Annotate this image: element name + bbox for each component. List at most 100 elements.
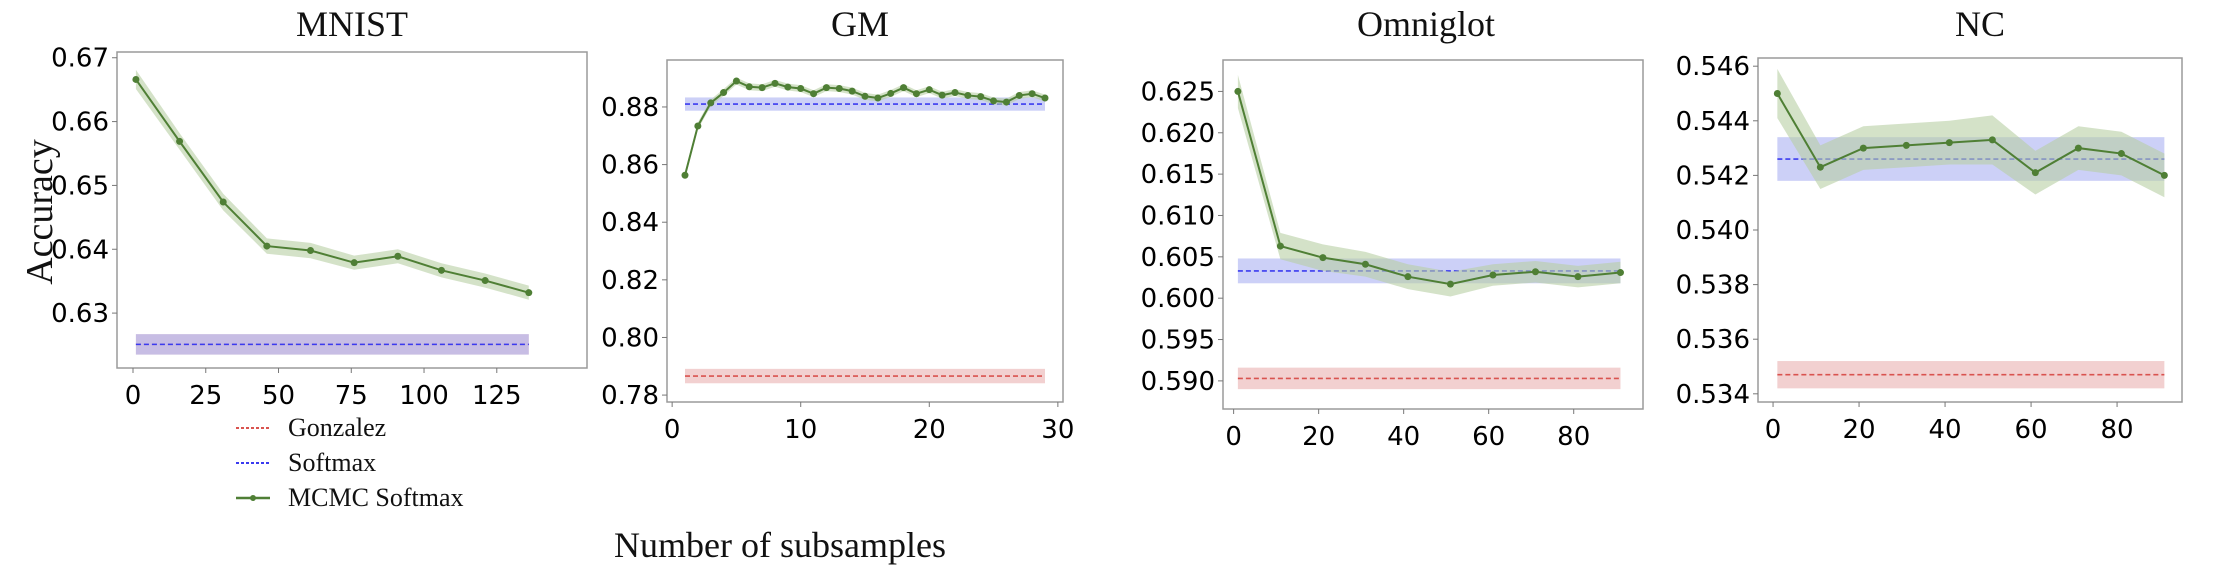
mcmc-softmax-point [964, 91, 972, 99]
panel-title: MNIST [296, 4, 408, 44]
mcmc-softmax-point [1234, 87, 1242, 95]
mcmc-softmax-point [394, 252, 402, 260]
y-tick-label: 0.544 [1676, 107, 1750, 137]
mcmc-softmax-point [745, 83, 753, 91]
mcmc-softmax-point [2074, 144, 2082, 152]
y-tick-label: 0.600 [1141, 284, 1215, 314]
y-tick-label: 0.605 [1141, 243, 1215, 273]
mcmc-softmax-point [1404, 273, 1412, 281]
mcmc-softmax-point [1531, 268, 1539, 276]
legend-item-mcmc-softmax: MCMC Softmax [236, 480, 464, 515]
mcmc-softmax-point [912, 90, 920, 98]
x-tick-label: 10 [784, 415, 817, 445]
legend-item-gonzalez: Gonzalez [236, 410, 464, 445]
plot-frame [1757, 57, 2183, 403]
mcmc-softmax-point [797, 85, 805, 93]
x-tick-label: 80 [2101, 415, 2134, 445]
mcmc-softmax-point [977, 93, 985, 101]
mcmc-softmax-point [732, 77, 740, 85]
panel-mnist: MNIST 0.63 0.64 0.65 0.66 0.67 0 25 50 75 100 125 [51, 4, 588, 411]
mcmc-softmax-point [707, 99, 715, 107]
mcmc-softmax-point [481, 277, 489, 285]
gonzalez-band [1237, 367, 1621, 390]
x-tick-label: 25 [189, 381, 222, 411]
mcmc-softmax-point [1276, 242, 1284, 250]
legend-label: Gonzalez [288, 412, 387, 442]
mcmc-softmax-point [1773, 89, 1781, 97]
mcmc-softmax-point [874, 94, 882, 102]
mcmc-softmax-point [1816, 163, 1824, 171]
mcmc-softmax-point [1902, 141, 1910, 149]
mcmc-softmax-point [822, 84, 830, 92]
mcmc-softmax-band [685, 77, 1045, 179]
legend-item-softmax: Softmax [236, 445, 464, 480]
y-tick-label: 0.538 [1676, 271, 1750, 301]
x-tick-label: 30 [1041, 415, 1074, 445]
mcmc-softmax-point [861, 92, 869, 100]
mcmc-softmax-point [2160, 171, 2168, 179]
mcmc-softmax-point [1015, 91, 1023, 99]
y-tick-label: 0.67 [51, 44, 109, 74]
mcmc-softmax-point [2031, 169, 2039, 177]
x-axis-label: Number of subsamples [614, 525, 946, 565]
mcmc-softmax-point [990, 97, 998, 105]
x-tick-label: 20 [1302, 422, 1335, 452]
mcmc-softmax-point [437, 266, 445, 274]
mcmc-softmax-point [900, 84, 908, 92]
mcmc-softmax-point [219, 198, 227, 206]
mcmc-softmax-band [1237, 74, 1621, 297]
mcmc-softmax-line [1236, 91, 1621, 286]
x-tick-label: 60 [1472, 422, 1505, 452]
y-tick-label: 0.590 [1141, 367, 1215, 397]
mcmc-softmax-point [694, 122, 702, 130]
y-tick-label: 0.82 [601, 266, 659, 296]
mcmc-softmax-band [1777, 68, 2165, 198]
mcmc-softmax-point [350, 259, 358, 267]
y-tick-label: 0.620 [1141, 119, 1215, 149]
mcmc-softmax-point [1319, 254, 1327, 262]
x-tick-label: 40 [1387, 422, 1420, 452]
legend: Gonzalez Softmax MCMC Softmax [236, 410, 464, 515]
mcmc-softmax-point [758, 84, 766, 92]
y-tick-label: 0.534 [1676, 380, 1750, 410]
mcmc-softmax-point [525, 289, 533, 297]
x-tick-label: 40 [1929, 415, 1962, 445]
mcmc-softmax-point [307, 247, 315, 255]
x-tick-label: 0 [664, 415, 681, 445]
x-tick-label: 0 [125, 381, 142, 411]
x-tick-label: 20 [1843, 415, 1876, 445]
legend-label: Softmax [288, 447, 377, 477]
x-tick-label: 75 [335, 381, 368, 411]
mcmc-softmax-point [951, 89, 959, 97]
mcmc-softmax-point [925, 86, 933, 94]
legend-swatch-gonzalez [236, 426, 270, 429]
panel-nc: NC 0.534 0.536 0.538 0.540 0.542 0.544 0.546 0 20… [1676, 4, 2183, 445]
mcmc-softmax-point [1945, 139, 1953, 147]
y-tick-label: 0.65 [51, 171, 109, 201]
mcmc-softmax-band [135, 69, 529, 300]
y-tick-label: 0.536 [1676, 325, 1750, 355]
mcmc-softmax-point [681, 171, 689, 179]
mcmc-softmax-point [1041, 94, 1049, 102]
mcmc-softmax-point [1361, 260, 1369, 268]
mcmc-softmax-point [1988, 136, 1996, 144]
mcmc-softmax-point [938, 91, 946, 99]
plot-frame [1222, 59, 1644, 410]
x-tick-label: 80 [1557, 422, 1590, 452]
legend-swatch-softmax [236, 461, 270, 464]
y-tick-label: 0.610 [1141, 201, 1215, 231]
x-tick-label: 60 [2015, 415, 2048, 445]
mcmc-softmax-point [1859, 144, 1867, 152]
panel-title: NC [1955, 4, 2005, 44]
y-tick-label: 0.615 [1141, 160, 1215, 190]
plot-frame [116, 51, 588, 369]
mcmc-softmax-point [1574, 273, 1582, 281]
panel-gm: GM 0.78 0.80 0.82 0.84 0.86 0.88 0 10 20 30 [601, 4, 1074, 445]
y-tick-label: 0.66 [51, 108, 109, 138]
mcmc-softmax-point [263, 242, 271, 250]
plot-frame [666, 59, 1064, 403]
mcmc-softmax-point [771, 79, 779, 87]
y-tick-label: 0.542 [1676, 161, 1750, 191]
